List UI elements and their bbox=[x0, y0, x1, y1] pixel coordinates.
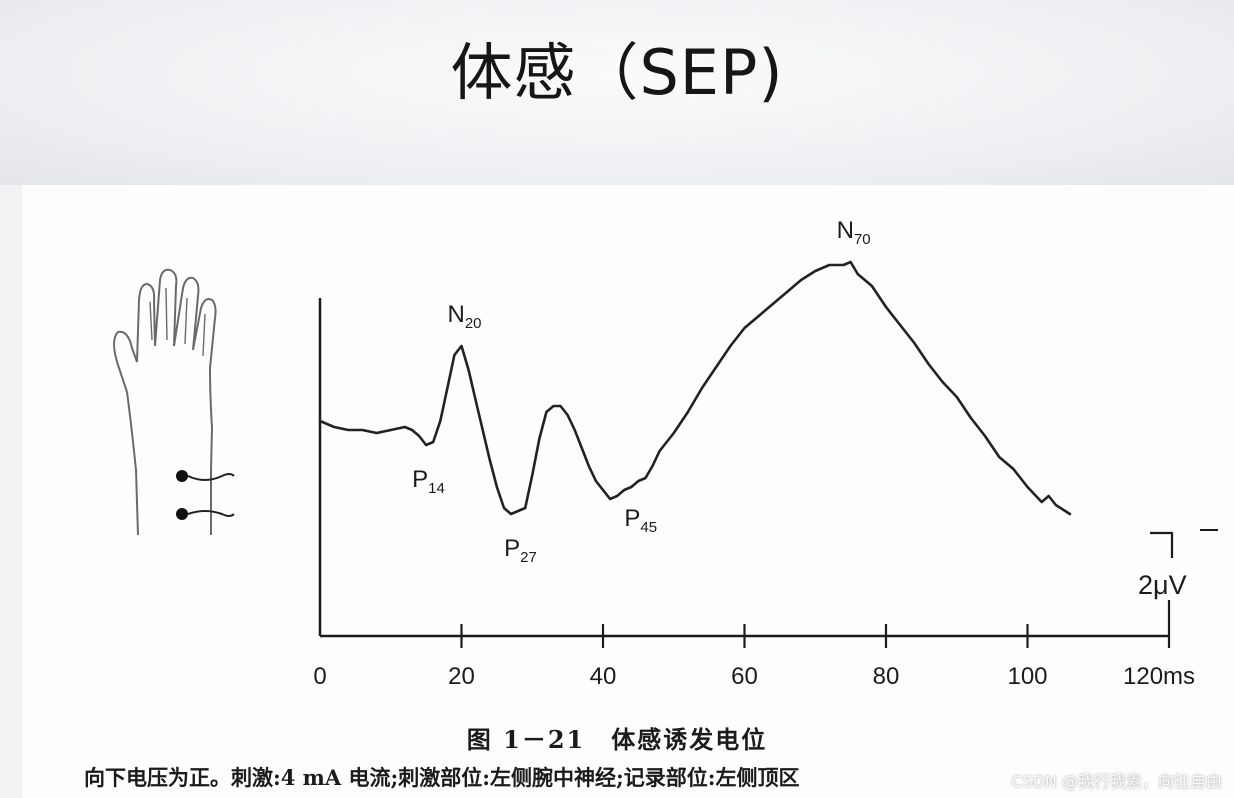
electrode-icon bbox=[176, 470, 235, 520]
scale-bar-label: 2μV bbox=[1138, 570, 1187, 600]
peak-label-n70: N70 bbox=[837, 217, 871, 248]
x-tick-label: 20 bbox=[448, 663, 475, 690]
peak-label-p27: P27 bbox=[504, 535, 537, 566]
figure-caption-note: 向下电压为正。刺激:4 mA 电流;刺激部位:左侧腕中神经;记录部位:左侧顶区 bbox=[84, 765, 800, 790]
peak-labels: N20 P14 P27 P45 N70 bbox=[412, 217, 871, 566]
x-axis-ticks bbox=[460, 600, 1171, 648]
slide-header-background bbox=[0, 0, 1234, 185]
x-tick-label: 0 bbox=[313, 663, 326, 690]
figure-caption-title: 图 1－21 体感诱发电位 bbox=[466, 725, 768, 754]
peak-label-n20: N20 bbox=[448, 301, 482, 332]
slide-title: 体感（SEP) bbox=[450, 36, 784, 109]
sep-waveform-line bbox=[318, 260, 1072, 516]
x-axis-tick-labels: 0 20 40 60 80 100 120ms bbox=[313, 663, 1195, 690]
hand-illustration-icon bbox=[113, 268, 217, 536]
x-tick-label: 40 bbox=[590, 663, 617, 690]
x-tick-label: 80 bbox=[873, 663, 900, 690]
x-tick-label: 120ms bbox=[1123, 663, 1195, 690]
x-tick-label: 60 bbox=[731, 663, 758, 690]
voltage-scale-bar: 2μV bbox=[1138, 529, 1218, 600]
peak-label-p14: P14 bbox=[412, 466, 445, 497]
peak-label-p45: P45 bbox=[624, 505, 657, 536]
watermark-text: CSDN @我行我素，向往自由 bbox=[1011, 772, 1222, 791]
x-tick-label: 100 bbox=[1007, 663, 1047, 690]
